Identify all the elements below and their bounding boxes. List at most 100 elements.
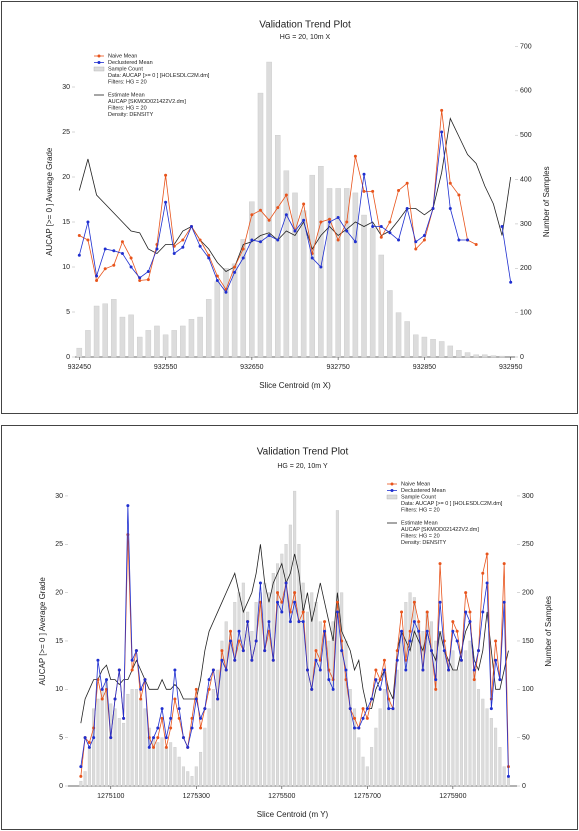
count-bar [237, 592, 241, 787]
series-point [103, 247, 107, 251]
count-bar [271, 573, 275, 787]
legend-label: Estimate Mean [108, 92, 145, 98]
count-bar [113, 708, 117, 787]
count-bar [76, 347, 83, 358]
count-bar [430, 339, 436, 358]
count-bar [387, 698, 391, 787]
series-point [267, 620, 271, 624]
x-tick-label: 932850 [413, 364, 436, 371]
series-point [241, 247, 245, 251]
series-point [382, 658, 386, 662]
count-bar [361, 214, 367, 358]
series-point [378, 687, 382, 691]
series-point [160, 716, 164, 720]
series-point [371, 189, 375, 193]
count-bar [177, 756, 181, 787]
count-bar [417, 621, 421, 787]
series-point [353, 726, 357, 730]
count-bar [92, 708, 96, 787]
count-bar [128, 314, 134, 358]
series-point [198, 238, 202, 242]
series-point [95, 274, 99, 278]
series-point [429, 649, 433, 653]
series-point [448, 181, 452, 185]
legend-note: Data: AUCAP [>= 0 ] [HOLESDLC2M.dm] [401, 501, 503, 507]
count-bar [241, 582, 245, 787]
count-bar [413, 334, 419, 358]
legend-note: Density: DENSITY [401, 540, 447, 546]
series-point [216, 697, 220, 701]
count-bar [326, 188, 333, 358]
series-point [113, 697, 117, 701]
series-point [164, 173, 168, 177]
series-point [280, 600, 284, 604]
count-bar [220, 640, 224, 787]
count-bar [369, 228, 376, 358]
series-point [276, 238, 280, 242]
count-bar [211, 689, 215, 787]
series-point [120, 240, 124, 244]
x-axis-title: Slice Centroid (m X) [259, 381, 331, 390]
x-tick-label: 932750 [326, 364, 349, 371]
series-point [267, 218, 271, 222]
count-bar [96, 698, 100, 787]
legend-label: Sample Count [108, 66, 143, 72]
series-point [464, 591, 468, 595]
series-point [284, 581, 288, 585]
chart-subtitle: HG = 20, 10m X [280, 34, 331, 41]
count-bar [456, 350, 462, 358]
count-bar [160, 737, 164, 787]
count-bar [263, 582, 267, 787]
series-point [220, 658, 224, 662]
series-point [481, 610, 485, 614]
series-point [173, 668, 177, 672]
series-point [103, 267, 107, 271]
series-point [139, 687, 143, 691]
y2-tick-label: 100 [522, 686, 534, 693]
series-point [405, 207, 409, 210]
series-point [263, 649, 267, 653]
count-bar [283, 170, 290, 358]
count-bar [194, 766, 198, 787]
series-point [362, 189, 366, 193]
series-point [258, 240, 262, 244]
series-point [442, 649, 446, 653]
y-tick-label: 30 [55, 493, 63, 500]
legend-label: Naive Mean [401, 481, 430, 487]
series-point [374, 678, 378, 682]
series-point [203, 707, 207, 711]
series-point [280, 610, 284, 614]
series-point [457, 238, 461, 242]
y-tick-label: 15 [55, 638, 63, 645]
y2-tick-label: 150 [522, 638, 534, 645]
series-point [79, 774, 83, 778]
count-bar [378, 708, 382, 787]
legend-swatch [93, 66, 105, 72]
series-point [412, 600, 416, 604]
series-point [233, 658, 237, 662]
y2-tick-label: 300 [520, 221, 532, 228]
chart-title: Validation Trend Plot [259, 20, 351, 31]
series-point [117, 668, 121, 672]
count-bar [258, 592, 262, 787]
series-point [400, 629, 404, 633]
count-bar [186, 771, 190, 787]
series-point [194, 697, 198, 701]
count-bar [169, 742, 173, 787]
count-bar [100, 689, 104, 787]
y-axis-title: AUCAP [>= 0 ] Average Grade [45, 147, 54, 256]
series-point [425, 610, 429, 614]
series-point [494, 658, 498, 662]
count-bar [240, 239, 246, 358]
legend-note: Filters: HG = 20 [108, 105, 147, 111]
legend-note: AUCAP [SKMOD021422V2.dm] [108, 99, 186, 105]
series-point [397, 238, 401, 242]
count-bar [233, 602, 237, 787]
series-point [156, 736, 160, 740]
series-point [414, 247, 418, 251]
series-point [237, 639, 241, 643]
series-point [378, 678, 382, 682]
y2-tick-label: 200 [520, 265, 532, 272]
series-point [233, 265, 237, 269]
legend-marker [390, 482, 394, 486]
